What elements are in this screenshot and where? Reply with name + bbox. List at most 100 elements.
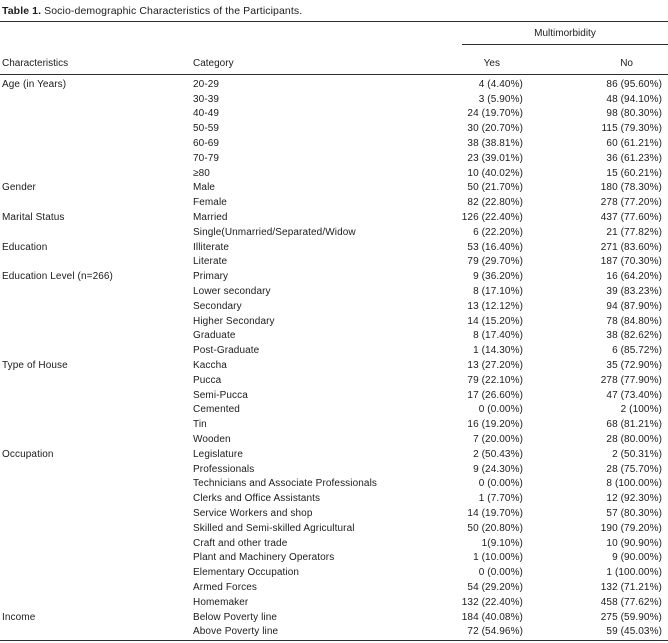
characteristic-cell	[0, 373, 193, 388]
table-row: Post-Graduate 1 (14.30%) 6 (85.72%)	[0, 343, 668, 358]
spanner-spacer	[0, 22, 436, 45]
characteristic-cell: Education Level (n=266)	[2, 271, 113, 283]
characteristic-cell	[0, 284, 193, 299]
no-value-cell: 2 (50.31%)	[612, 448, 662, 460]
yes-value-cell: 3 (5.90%)	[478, 93, 523, 105]
category-cell: Secondary	[193, 300, 242, 312]
table-row: Gender Male 50 (21.70%) 180 (78.30%)	[0, 181, 668, 196]
table-row: Type of House Kaccha 13 (27.20%) 35 (72.90%…	[0, 358, 668, 373]
yes-value-cell: 38 (38.81%)	[467, 138, 523, 150]
category-cell: 30-39	[193, 93, 220, 105]
characteristic-cell	[0, 595, 193, 610]
category-cell: Legislature	[193, 448, 244, 460]
category-cell: ≥80	[193, 167, 210, 179]
table-row: Clerks and Office Assistants 1 (7.70%) 12 …	[0, 491, 668, 506]
yes-value-cell: 184 (40.08%)	[461, 611, 523, 623]
no-value-cell: 278 (77.20%)	[600, 197, 662, 209]
category-cell: Female	[193, 197, 227, 209]
table-row: 40-49 24 (19.70%) 98 (80.30%)	[0, 107, 668, 122]
characteristics-column-header: Characteristics	[0, 45, 193, 75]
no-value-cell: 68 (81.21%)	[606, 419, 662, 431]
characteristic-cell: Age (in Years)	[2, 78, 67, 90]
no-value-cell: 115 (79.30%)	[601, 123, 662, 135]
no-value-cell: 458 (77.62%)	[600, 596, 662, 608]
table-row: Craft and other trade 1(9.10%) 10 (90.90%)	[0, 536, 668, 551]
characteristic-cell	[0, 565, 193, 580]
characteristic-cell	[0, 92, 193, 107]
table-row: Education Level (n=266) Primary 9 (36.20%)…	[0, 269, 668, 284]
table-row: Age (in Years) 20-29 4 (4.40%) 86 (95.60%)	[0, 75, 668, 92]
table-row: Lower secondary 8 (17.10%) 39 (83.23%)	[0, 284, 668, 299]
yes-value-cell: 126 (22.40%)	[461, 212, 523, 224]
category-cell: Higher Secondary	[193, 315, 275, 327]
table-row: Female 82 (22.80%) 278 (77.20%)	[0, 195, 668, 210]
category-cell: 40-49	[193, 108, 220, 120]
yes-value-cell: 0 (0.00%)	[478, 478, 523, 490]
characteristic-cell	[0, 255, 193, 270]
no-value-cell: 48 (94.10%)	[606, 93, 662, 105]
yes-column-header: Yes	[436, 45, 523, 75]
category-column-header: Category	[193, 45, 436, 75]
spanner-cell: Multimorbidity	[436, 22, 668, 45]
characteristic-cell	[0, 343, 193, 358]
table-row: Occupation Legislature 2 (50.43%) 2 (50.31%…	[0, 447, 668, 462]
characteristic-cell: Marital Status	[2, 212, 65, 224]
table-row: 50-59 30 (20.70%) 115 (79.30%)	[0, 121, 668, 136]
table-title-label: Table 1.	[2, 5, 42, 17]
yes-value-cell: 30 (20.70%)	[467, 123, 523, 135]
yes-value-cell: 9 (36.20%)	[473, 271, 523, 283]
table-row: Homemaker 132 (22.40%) 458 (77.62%)	[0, 595, 668, 610]
yes-value-cell: 6 (22.20%)	[473, 226, 523, 238]
no-value-cell: 28 (80.00%)	[606, 434, 662, 446]
no-value-cell: 9 (90.00%)	[612, 552, 662, 564]
no-value-cell: 39 (83.23%)	[606, 286, 662, 298]
yes-value-cell: 16 (19.20%)	[467, 419, 523, 431]
characteristic-cell	[0, 225, 193, 240]
category-cell: Homemaker	[193, 596, 249, 608]
no-value-cell: 35 (72.90%)	[606, 360, 662, 372]
no-value-cell: 1 (100.00%)	[606, 567, 662, 579]
no-value-cell: 190 (79.20%)	[600, 522, 662, 534]
column-header-row: Characteristics Category Yes No	[0, 45, 668, 75]
category-cell: Semi-Pucca	[193, 389, 248, 401]
yes-value-cell: 54 (29.20%)	[467, 581, 523, 593]
category-cell: Wooden	[193, 434, 231, 446]
no-value-cell: 38 (82.62%)	[606, 330, 662, 342]
no-value-cell: 28 (75.70%)	[606, 463, 662, 475]
no-value-cell: 275 (59.90%)	[600, 611, 662, 623]
yes-value-cell: 14 (19.70%)	[467, 508, 523, 519]
yes-value-cell: 8 (17.10%)	[473, 286, 523, 298]
yes-value-cell: 72 (54.96%)	[467, 626, 523, 638]
no-value-cell: 16 (64.20%)	[606, 271, 662, 283]
table-row: Tin 16 (19.20%) 68 (81.21%)	[0, 417, 668, 432]
category-cell: Clerks and Office Assistants	[193, 493, 321, 505]
no-value-cell: 437 (77.60%)	[600, 212, 662, 224]
characteristic-cell	[0, 551, 193, 566]
yes-value-cell: 132 (22.40%)	[461, 596, 523, 608]
no-value-cell: 60 (61.21%)	[606, 138, 662, 150]
category-cell: Plant and Machinery Operators	[193, 552, 335, 564]
category-cell: Pucca	[193, 374, 222, 386]
category-cell: Graduate	[193, 330, 236, 342]
table-row: Armed Forces 54 (29.20%) 132 (71.21%)	[0, 580, 668, 595]
category-cell: Lower secondary	[193, 286, 271, 298]
yes-value-cell: 1 (14.30%)	[473, 345, 523, 357]
yes-value-cell: 1 (10.00%)	[473, 552, 523, 564]
table-row: Graduate 8 (17.40%) 38 (82.62%)	[0, 329, 668, 344]
yes-value-cell: 24 (19.70%)	[467, 108, 523, 120]
characteristic-cell	[0, 521, 193, 536]
characteristic-cell	[0, 462, 193, 477]
category-cell: Craft and other trade	[193, 537, 288, 549]
no-value-cell: 15 (60.21%)	[606, 167, 662, 179]
characteristic-cell	[0, 388, 193, 403]
no-value-cell: 271 (83.60%)	[600, 241, 662, 253]
table-row: Semi-Pucca 17 (26.60%) 47 (73.40%)	[0, 388, 668, 403]
category-cell: Armed Forces	[193, 581, 257, 593]
table-row: Single(Unmarried/Separated/Widow 6 (22.20…	[0, 225, 668, 240]
table-row: Skilled and Semi-skilled Agricultural 50 …	[0, 521, 668, 536]
yes-value-cell: 14 (15.20%)	[467, 315, 523, 327]
yes-value-cell: 0 (0.00%)	[478, 567, 523, 579]
characteristic-cell	[0, 314, 193, 329]
characteristic-cell	[0, 107, 193, 122]
